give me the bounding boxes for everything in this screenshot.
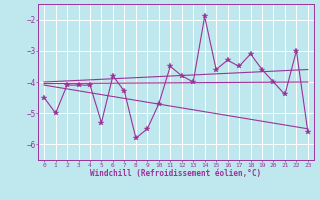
X-axis label: Windchill (Refroidissement éolien,°C): Windchill (Refroidissement éolien,°C) xyxy=(91,169,261,178)
